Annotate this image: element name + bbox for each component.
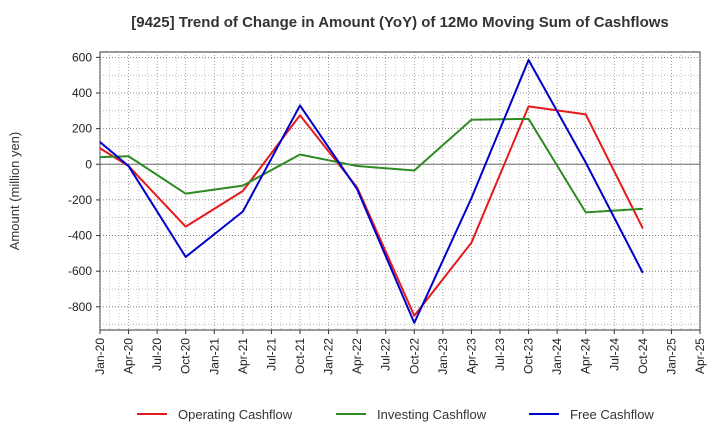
x-tick-label: Jul-24 [607, 338, 621, 371]
y-tick-label: -600 [68, 264, 92, 278]
y-tick-label: 200 [72, 122, 92, 136]
x-tick-labels: Jan-20 Apr-20 Jul-20 Oct-20 Jan-21 Apr-21 Jul-… [93, 330, 707, 375]
x-tick-label: Oct-20 [179, 338, 193, 374]
x-tick-label: Oct-21 [293, 338, 307, 374]
x-tick-label: Apr-23 [464, 338, 478, 374]
x-tick-label: Apr-25 [693, 338, 707, 374]
y-tick-label: 600 [72, 50, 92, 64]
y-tick-label: 0 [85, 157, 92, 171]
x-tick-label: Jan-25 [664, 338, 678, 375]
x-tick-label: Apr-20 [122, 338, 136, 374]
y-tick-label: 400 [72, 86, 92, 100]
investing-cashflow-line [99, 117, 643, 214]
x-tick-label: Oct-23 [522, 338, 536, 374]
x-tick-label: Apr-22 [350, 338, 364, 374]
legend-label-investing-cashflow: Investing Cashflow [377, 407, 487, 422]
y-tick-label: -800 [68, 300, 92, 314]
x-tick-label: Jul-22 [379, 338, 393, 371]
y-tick-label: -400 [68, 229, 92, 243]
x-tick-label: Apr-21 [236, 338, 250, 374]
grid-lines [99, 52, 701, 330]
x-tick-label: Jul-20 [150, 338, 164, 371]
x-tick-label: Jan-20 [93, 338, 107, 375]
y-axis-label: Amount (million yen) [7, 132, 22, 251]
x-tick-label: Jan-21 [207, 338, 221, 375]
x-tick-label: Jan-23 [436, 338, 450, 375]
x-tick-label: Jul-23 [493, 338, 507, 371]
x-tick-label: Jul-21 [264, 338, 278, 371]
x-tick-label: Oct-24 [636, 338, 650, 374]
legend: Operating Cashflow Investing Cashflow Free… [137, 407, 654, 422]
x-tick-label: Apr-24 [579, 338, 593, 374]
y-tick-labels: 600 400 200 0 -200 -400 -600 -800 [68, 50, 100, 314]
legend-label-operating-cashflow: Operating Cashflow [178, 407, 293, 422]
operating-cashflow-line [99, 105, 644, 317]
chart-title: [9425] Trend of Change in Amount (YoY) o… [131, 14, 669, 31]
y-tick-label: -200 [68, 193, 92, 207]
series-lines [99, 59, 644, 324]
x-tick-label: Jan-22 [322, 338, 336, 375]
legend-label-free-cashflow: Free Cashflow [570, 407, 654, 422]
x-tick-label: Jan-24 [550, 338, 564, 375]
x-tick-label: Oct-22 [407, 338, 421, 374]
free-cashflow-line [99, 59, 644, 324]
